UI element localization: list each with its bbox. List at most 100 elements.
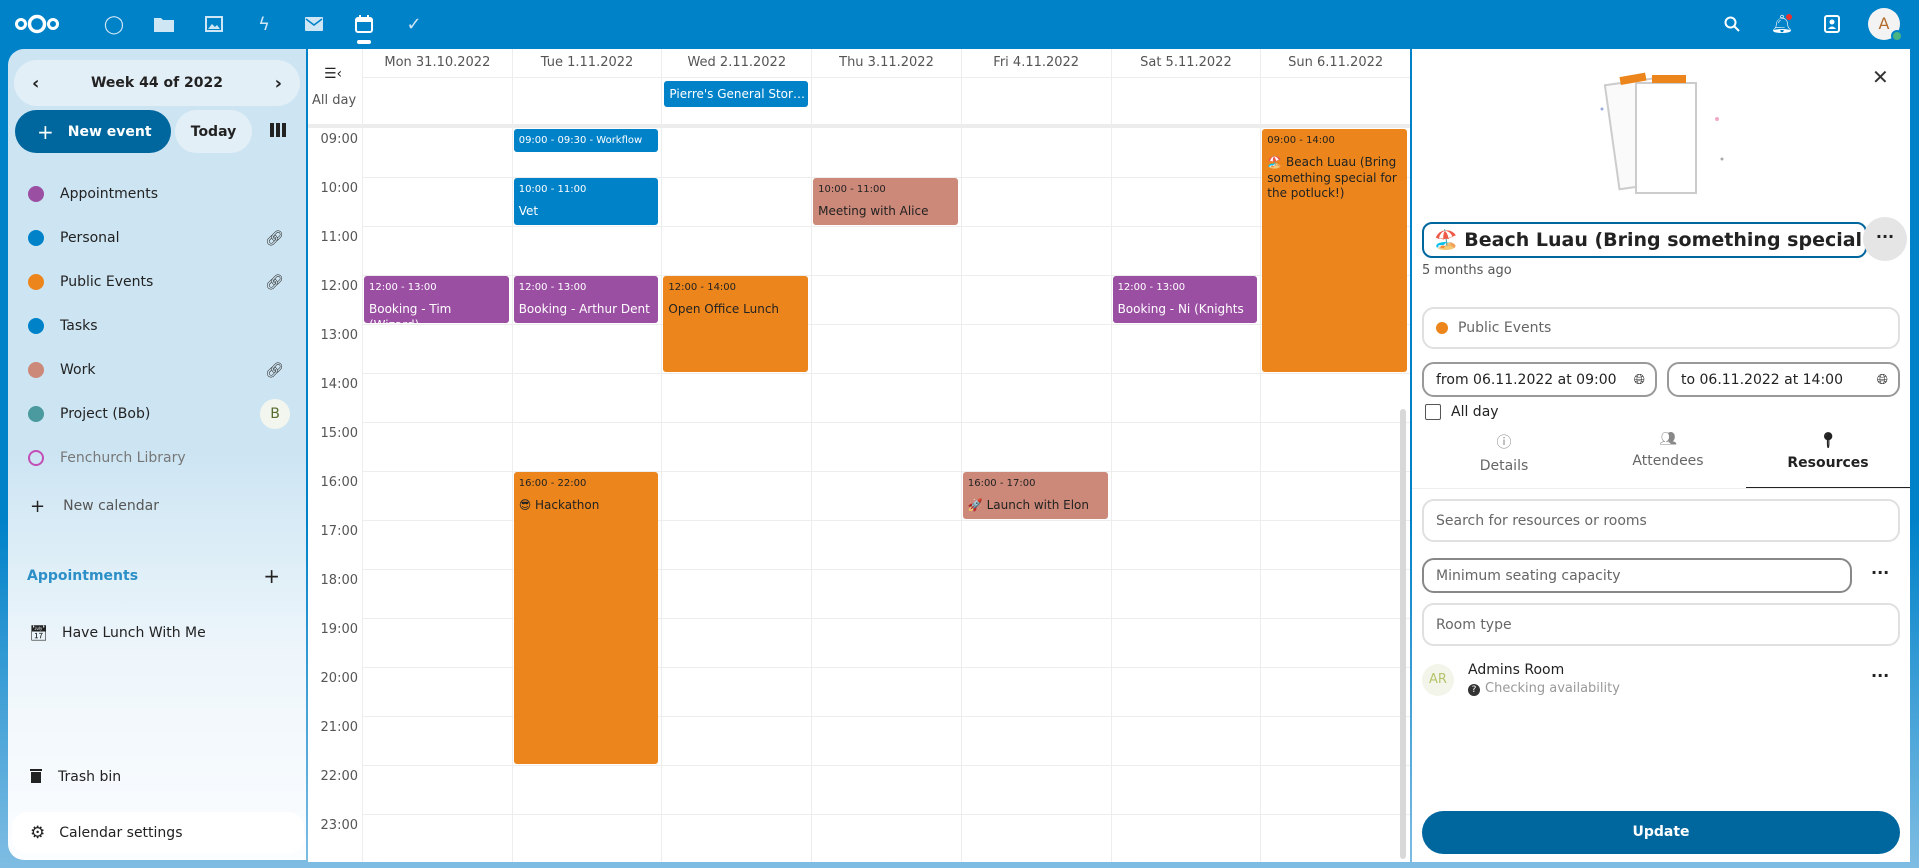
plus-icon: +: [37, 119, 54, 144]
hour-label: 18:00: [320, 573, 358, 588]
view-columns-icon[interactable]: [270, 122, 286, 141]
calendar-event[interactable]: 12:00 - 13:00 Booking - Tim (Wizard): [364, 276, 509, 323]
calendar-event[interactable]: 09:00 - 09:30 - Workflow: [513, 129, 659, 152]
calendar-settings-button[interactable]: ⚙ Calendar settings: [12, 812, 304, 854]
search-icon[interactable]: [1720, 12, 1744, 36]
seating-capacity-input[interactable]: Minimum seating capacity: [1422, 558, 1852, 593]
share-link-icon[interactable]: 🔗︎: [264, 229, 284, 247]
calendar-color-dot: [1436, 322, 1448, 334]
toggle-navigation-icon[interactable]: ☰‹: [324, 66, 343, 82]
day-header[interactable]: Sat 5.11.2022: [1110, 49, 1261, 77]
photos-icon[interactable]: [202, 12, 226, 36]
calendar-picker[interactable]: Public Events: [1422, 307, 1900, 349]
day-header[interactable]: Mon 31.10.2022: [362, 49, 512, 77]
new-event-button[interactable]: + New event: [15, 110, 171, 153]
calendar-event[interactable]: 16:00 - 22:00 😎 Hackathon: [513, 472, 659, 764]
end-date-input[interactable]: to 06.11.2022 at 14:00 🌐︎: [1667, 362, 1900, 397]
calendar-item[interactable]: Personal 🔗︎: [8, 218, 306, 258]
nextcloud-logo[interactable]: [14, 12, 60, 36]
day-header[interactable]: Sun 6.11.2022: [1260, 49, 1410, 77]
hour-label: 11:00: [320, 230, 358, 245]
calendar-item[interactable]: Appointments: [8, 174, 306, 214]
day-header[interactable]: Fri 4.11.2022: [960, 49, 1111, 77]
start-date-input[interactable]: from 06.11.2022 at 09:00 🌐︎: [1422, 362, 1657, 397]
filter-options-button[interactable]: ···: [1871, 563, 1890, 582]
day-column-divider: [1260, 77, 1262, 862]
week-label[interactable]: Week 44 of 2022: [90, 75, 224, 91]
scrollbar[interactable]: [1400, 409, 1406, 859]
update-button[interactable]: Update: [1422, 811, 1900, 854]
all-day-event[interactable]: Pierre's General Stor…: [664, 81, 809, 107]
calendar-event[interactable]: 12:00 - 14:00 Open Office Lunch: [663, 276, 809, 372]
appointment-item[interactable]: 📅︎ Have Lunch With Me: [29, 624, 206, 642]
hour-label: 09:00: [320, 132, 358, 147]
resource-status: ? Checking availability: [1468, 681, 1620, 696]
event-time: 10:00 - 11:00: [818, 184, 886, 195]
share-link-icon[interactable]: 🔗︎: [264, 361, 284, 379]
hour-label: 19:00: [320, 622, 358, 637]
contacts-icon[interactable]: [1820, 12, 1844, 36]
room-type-input[interactable]: Room type: [1422, 603, 1900, 646]
day-header[interactable]: Tue 1.11.2022: [511, 49, 662, 77]
event-time: 16:00 - 22:00: [518, 478, 587, 489]
day-column-divider: [511, 77, 513, 862]
hour-line: [362, 275, 1410, 276]
hour-line: [362, 667, 1410, 668]
day-column-divider: [1110, 77, 1112, 862]
day-header[interactable]: Wed 2.11.2022: [661, 49, 811, 77]
new-calendar-button[interactable]: + New calendar: [30, 495, 159, 517]
top-bar: ◯ ϟ ✓ 🔔︎ A: [0, 0, 1919, 49]
calendar-check-icon: 📅︎: [29, 624, 49, 642]
resource-actions-button[interactable]: ···: [1871, 666, 1890, 685]
activity-icon[interactable]: ϟ: [258, 13, 270, 35]
notifications-icon[interactable]: 🔔︎: [1770, 13, 1794, 35]
calendar-event[interactable]: 16:00 - 17:00 🚀 Launch with Elon: [962, 472, 1108, 519]
resource-search-input[interactable]: Search for resources or rooms: [1422, 499, 1900, 542]
next-week-button[interactable]: ›: [274, 72, 282, 94]
tasks-icon[interactable]: ✓: [406, 13, 422, 35]
share-link-icon[interactable]: 🔗︎: [264, 273, 284, 291]
calendar-item[interactable]: Tasks: [8, 306, 306, 346]
calendar-item[interactable]: Fenchurch Library: [8, 438, 306, 478]
calendar-color-dot: [28, 274, 44, 290]
event-time: 12:00 - 13:00: [1117, 282, 1186, 293]
calendar-event[interactable]: 10:00 - 11:00 Meeting with Alice: [813, 178, 958, 225]
tab-details[interactable]: ⓘ Details: [1422, 431, 1586, 489]
event-title: Open Office Lunch: [668, 302, 780, 316]
day-header[interactable]: Thu 3.11.2022: [811, 49, 961, 77]
hour-label: 13:00: [320, 328, 358, 343]
close-icon[interactable]: ✕: [1872, 65, 1889, 89]
tab-resources[interactable]: 📍︎ Resources: [1746, 431, 1910, 489]
calendar-event[interactable]: 12:00 - 13:00 Booking - Ni (Knights: [1112, 276, 1258, 323]
calendar-app-icon[interactable]: [352, 12, 376, 36]
hour-label: 14:00: [320, 377, 358, 392]
calendar-event[interactable]: 12:00 - 13:00 Booking - Arthur Dent: [513, 276, 659, 323]
more-actions-button[interactable]: ···: [1863, 217, 1907, 261]
dashboard-icon[interactable]: ◯: [103, 13, 125, 35]
files-icon[interactable]: [152, 12, 176, 36]
event-title-input[interactable]: 🏖️ Beach Luau (Bring something special f…: [1422, 222, 1867, 258]
event-title: 😎 Hackathon: [518, 498, 600, 512]
calendar-item[interactable]: Project (Bob) B: [8, 394, 306, 434]
calendar-color-dot: [28, 318, 44, 334]
calendar-item[interactable]: Work 🔗︎: [8, 350, 306, 390]
day-column-divider: [960, 77, 962, 862]
tab-attendees[interactable]: 👥︎ Attendees: [1586, 431, 1750, 489]
calendar-event[interactable]: 09:00 - 14:00 🏖️ Beach Luau (Bring somet…: [1262, 129, 1407, 372]
previous-week-button[interactable]: ‹: [32, 72, 40, 94]
calendar-event[interactable]: 10:00 - 11:00 Vet: [513, 178, 659, 225]
timezone-globe-icon[interactable]: 🌐︎: [1633, 371, 1645, 388]
all-day-checkbox[interactable]: All day: [1425, 404, 1499, 420]
hour-line: [362, 716, 1410, 717]
calendar-item[interactable]: Public Events 🔗︎: [8, 262, 306, 302]
avatar[interactable]: A: [1868, 8, 1903, 42]
day-column-divider: [811, 77, 813, 862]
mail-icon[interactable]: [302, 12, 326, 36]
add-appointment-button[interactable]: +: [263, 564, 280, 588]
event-title: Booking - Ni (Knights: [1117, 302, 1244, 316]
trash-bin-button[interactable]: Trash bin: [8, 757, 306, 797]
event-title: 🚀 Launch with Elon: [967, 498, 1090, 512]
resource-avatar: AR: [1422, 664, 1454, 696]
timezone-globe-icon[interactable]: 🌐︎: [1876, 371, 1888, 388]
today-button[interactable]: Today: [175, 110, 252, 153]
